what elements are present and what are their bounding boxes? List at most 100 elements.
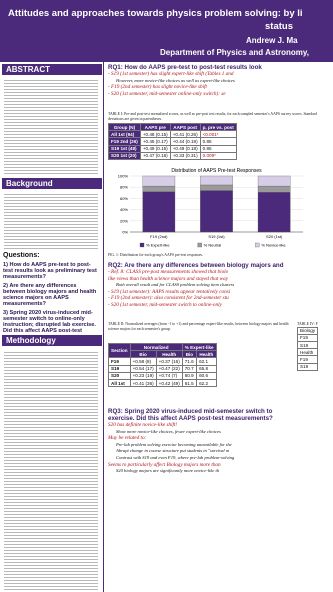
bar-segment — [142, 185, 176, 192]
legend-swatch — [255, 242, 260, 248]
question: 3) Spring 2020 virus-induced mid-semeste… — [3, 310, 96, 332]
cell: +0.45 (0.17) — [139, 137, 171, 146]
bullet: like views than health science majors an… — [108, 275, 229, 282]
row: S20 +0.23 (19) +0.74 (7) 60.9 60.6 — [108, 371, 217, 380]
cell: F19 — [297, 355, 319, 364]
rq-heading: RQ3: Spring 2020 virus-induced mid-semes… — [108, 408, 273, 415]
x-tick-label: F19 (2nd) — [150, 234, 168, 239]
section-heading: Methodology — [2, 335, 102, 346]
table-1: Group (N) AAPS pre AAPS post p, pre vs. pos… — [108, 123, 333, 165]
bullet: - F19 (2nd semester): also consistent fo… — [108, 295, 229, 302]
bar-segment — [142, 175, 176, 187]
legend-swatch — [139, 242, 145, 248]
legend-label: % Novice-like — [261, 243, 286, 248]
x-tick-label: S20 (1st) — [266, 234, 283, 239]
cell: +0.74 (7) — [155, 371, 183, 380]
header-cell: p, pre vs. post — [199, 123, 237, 132]
row: F19 — [297, 355, 319, 364]
chart: Distribution of AAPS Pre-test Responses 0… — [118, 168, 303, 248]
cell: 0.85 — [199, 144, 237, 153]
header-cell: AAPS post — [169, 123, 201, 132]
section-heading: ABSTRACT — [2, 64, 102, 75]
row: F19 2nd (26) +0.45 (0.17) +0.44 (0.19) 0.85 — [108, 137, 237, 146]
y-tick-label: 0% — [122, 230, 128, 235]
cell: F19 — [108, 357, 131, 366]
header-row: Bio Health Bio Health — [109, 350, 217, 359]
cell: 60.6 — [196, 371, 217, 380]
cell: 62.2 — [196, 378, 217, 388]
caption: TABLE I: Pre-and post-test normalized sc… — [108, 112, 317, 121]
rq-heading: RQ2: Are there any differences between b… — [108, 262, 284, 269]
divider — [103, 62, 104, 592]
header-cell: % Expert-like — [181, 343, 217, 352]
cell: +0.41 (36) — [129, 378, 157, 388]
cell: +0.49 (0.15) — [139, 144, 171, 153]
bullet: Seems to particularly affect Biology maj… — [108, 461, 221, 468]
cell: Biology — [297, 326, 319, 335]
bullet: However, more novice-like choices as wel… — [116, 77, 235, 83]
row: S19 1st (48) +0.49 (0.15) +0.49 (0.18) 0.85 — [108, 144, 237, 153]
bar-segment — [257, 185, 291, 193]
cell: 71.6 — [181, 357, 198, 366]
rq2: RQ2: Are there any differences between b… — [108, 262, 333, 320]
caption: TABLE II: Normalized averages (from -1 t… — [108, 322, 289, 331]
department: Department of Physics and Astronomy, — [160, 48, 309, 57]
y-tick-label: 20% — [120, 218, 128, 223]
bullet: Pre-lab problem solving exercise becomin… — [116, 441, 232, 447]
cell: All 1st (94) — [108, 130, 141, 139]
cell: +0.33 (0.31) — [169, 151, 201, 160]
cell: S19 — [297, 340, 319, 350]
bar-segment — [257, 175, 291, 187]
rq1: RQ1: How do AAPS pre-test to post-test r… — [108, 64, 333, 112]
cell: +0.58 (8) — [129, 357, 157, 366]
header-cell: Group (N) — [108, 123, 141, 132]
table: Biology F19 S19 Health F19 S19 — [297, 326, 319, 371]
bullet: S20 biology majors are significantly mor… — [116, 468, 220, 474]
y-tick-label: 60% — [120, 196, 128, 201]
cell: S19 — [297, 362, 319, 371]
header-cell: Bio — [129, 350, 157, 359]
cell: 65.8 — [196, 364, 217, 373]
cell: S20 1st (20) — [108, 151, 141, 160]
row: S19 +0.54 (17) +0.47 (22) 70.7 65.8 — [108, 364, 217, 373]
row: F19 — [297, 333, 319, 342]
row: S19 — [297, 362, 319, 371]
cell: +0.37 (16) — [155, 357, 183, 366]
legend-label: % Expert-like — [146, 243, 170, 248]
cell: <0.001* — [199, 130, 237, 139]
bullet: - S19 (1st semester): AAPS results appea… — [108, 288, 231, 295]
header-cell: Bio — [181, 350, 198, 359]
x-tick-label: S19 (1st) — [208, 234, 225, 239]
caption: FIG. 1: Distribution for each group's AA… — [108, 253, 203, 257]
header-cell: Health — [155, 350, 183, 359]
cell: +0.48 (0.15) — [139, 130, 171, 139]
cell: +0.42 (49) — [155, 378, 183, 388]
cell: +0.41 (0.26) — [169, 130, 201, 139]
cell: 0.85 — [199, 137, 237, 146]
bar-segment — [200, 175, 233, 186]
cell: +0.23 (19) — [129, 371, 157, 380]
abstract-text — [4, 78, 98, 174]
cell: +0.44 (0.19) — [169, 137, 201, 146]
bullet: Contrast with S19 and even F19, where pr… — [116, 454, 235, 460]
rq3: RQ3: Spring 2020 virus-induced mid-semes… — [108, 408, 333, 592]
legend-swatch — [197, 242, 202, 248]
bar-segment — [200, 184, 233, 191]
chart-title: Distribution of AAPS Pre-test Responses — [171, 168, 262, 174]
row: S20 1st (20) +0.47 (0.16) +0.33 (0.31) 0.00… — [108, 151, 237, 160]
cell: All 1st — [108, 378, 131, 388]
cell: 61.5 — [181, 378, 198, 388]
table-4: TABLE IV: F Biology F19 S19 Health F19 S19 — [297, 322, 333, 404]
row: S19 — [297, 340, 319, 350]
y-tick-label: 40% — [120, 207, 128, 212]
bullet: Both overall result and for CLASS proble… — [116, 282, 235, 288]
question: 1) How do AAPS pre-test to post-test res… — [3, 262, 97, 280]
question: 2) Are there any differences between bio… — [3, 283, 97, 307]
questions-heading: Questions: — [3, 252, 40, 259]
cell: 60.9 — [181, 371, 198, 380]
header-row: Section Normalized% Expert-like — [108, 343, 217, 359]
table-2: Section Normalized% Expert-like Bio Health B… — [108, 343, 296, 403]
row: Health — [297, 348, 319, 357]
cell: Health — [297, 348, 319, 357]
